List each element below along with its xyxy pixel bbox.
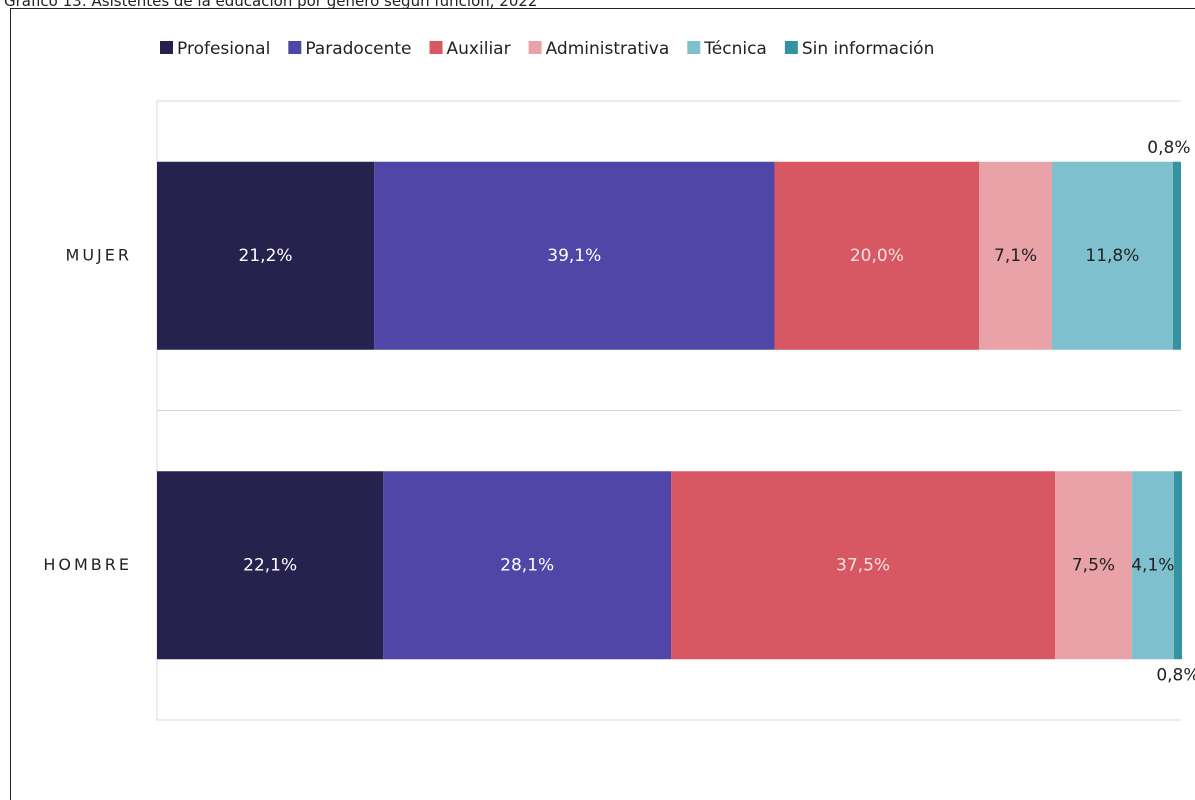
legend-swatch bbox=[288, 41, 302, 54]
bar-segment bbox=[671, 471, 1056, 660]
data-label: 22,1% bbox=[243, 555, 297, 575]
legend-label: Profesional bbox=[177, 39, 270, 59]
bar-segment bbox=[1131, 471, 1174, 660]
bar-segment bbox=[774, 161, 980, 350]
chart-title: Gráfico 13: Asistentes de la educación p… bbox=[4, 0, 537, 10]
data-label: 0,8% bbox=[1147, 138, 1190, 158]
data-label: 0,8% bbox=[1156, 665, 1195, 685]
legend-swatch bbox=[528, 41, 542, 54]
data-label: 20,0% bbox=[850, 246, 904, 266]
legend-swatch bbox=[160, 41, 173, 54]
bar-segment bbox=[157, 161, 375, 350]
legend-swatch bbox=[429, 41, 443, 54]
data-label: 7,5% bbox=[1072, 555, 1115, 575]
bar-segment bbox=[979, 161, 1052, 350]
legend-label: Administrativa bbox=[546, 39, 670, 59]
legend-label: Técnica bbox=[703, 39, 767, 59]
data-label: 11,8% bbox=[1085, 246, 1139, 266]
chart-frame bbox=[10, 8, 1195, 800]
category-label: MUJER bbox=[66, 245, 132, 264]
data-label: 39,1% bbox=[547, 246, 601, 266]
bar-segment bbox=[1172, 161, 1181, 350]
data-label: 28,1% bbox=[500, 555, 554, 575]
legend-label: Paradocente bbox=[305, 39, 411, 59]
bar-segment bbox=[1051, 161, 1173, 350]
legend-swatch bbox=[687, 41, 701, 54]
legend-swatch bbox=[784, 41, 798, 54]
legend-label: Auxiliar bbox=[447, 39, 511, 59]
bar-segment bbox=[1055, 471, 1132, 660]
bar-segment bbox=[157, 471, 384, 660]
bar-segment bbox=[383, 471, 672, 660]
bar-segment bbox=[374, 161, 775, 350]
data-label: 21,2% bbox=[239, 246, 293, 266]
category-label: HOMBRE bbox=[43, 555, 132, 574]
bar-segment bbox=[1173, 471, 1183, 660]
data-label: 7,1% bbox=[994, 246, 1037, 266]
data-label: 4,1% bbox=[1131, 555, 1174, 575]
legend-label: Sin información bbox=[802, 39, 935, 59]
data-label: 37,5% bbox=[836, 555, 890, 575]
